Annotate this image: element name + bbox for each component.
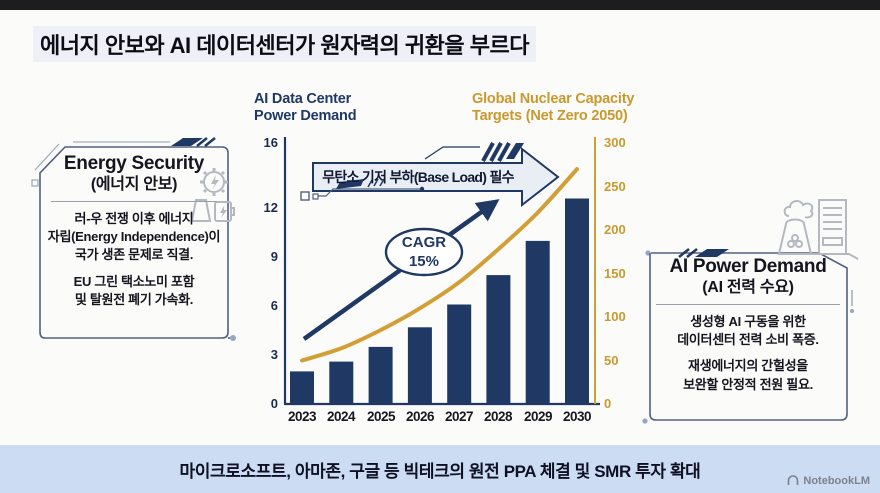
left-card-body-1: 러-우 전쟁 이후 에너지 자립(Energy Independence)이 국… (47, 211, 221, 263)
bar-2030 (565, 198, 589, 404)
bar-2024 (329, 361, 354, 404)
notebooklm-logo-icon (788, 475, 799, 485)
watermark: NotebookLM (787, 475, 870, 487)
x-label-2023: 2023 (287, 409, 317, 424)
x-label-2025: 2025 (366, 409, 396, 424)
left-card: Energy Security (에너지 안보) 러-우 전쟁 이후 에너지 자… (47, 153, 221, 309)
cagr-ellipse (384, 227, 464, 277)
right-tick-50: 50 (604, 353, 619, 368)
circuit-decoration-bottom (300, 178, 425, 201)
nuclear-plant-datacenter-icon (777, 199, 859, 260)
right-tick-200: 200 (604, 222, 626, 237)
bar-2023 (290, 371, 314, 404)
x-label-2028: 2028 (483, 409, 513, 424)
right-tick-0: 0 (604, 396, 612, 411)
x-label-2030: 2030 (562, 409, 592, 424)
right-axis-title: Global Nuclear Capacity Targets (Net Zer… (472, 91, 635, 125)
right-card-divider (656, 304, 840, 306)
right-card-body-2: 재생에너지의 간헐성을 보완할 안정적 전원 필요. (683, 358, 813, 392)
left-card-body-2: EU 그린 택소노미 포함 및 탈원전 폐기 가속화. (73, 273, 195, 307)
left-tick-0: 0 (270, 396, 278, 411)
left-tick-9: 9 (270, 249, 278, 264)
cagr-label: CAGR 15% (401, 234, 447, 270)
left-tick-6: 6 (270, 298, 278, 313)
circuit-decoration-top (424, 142, 524, 162)
right-tick-100: 100 (604, 309, 626, 324)
x-label-2029: 2029 (523, 409, 553, 424)
bar-2027 (447, 304, 472, 404)
right-tick-150: 150 (604, 266, 626, 281)
baseload-banner-arrow (312, 146, 560, 208)
right-card-body-1: 생성형 AI 구동을 위한 데이터센터 전력 소비 폭증. (677, 314, 819, 348)
left-axis-title: AI Data Center Power Demand (254, 91, 357, 125)
right-card-subheading: (AI 전력 수요) (702, 278, 794, 296)
footer-band: 마이크로소프트, 아마존, 구글 등 빅테크의 원전 PPA 체결 및 SMR … (0, 445, 880, 493)
footer-text: 마이크로소프트, 아마존, 구글 등 빅테크의 원전 PPA 체결 및 SMR … (179, 461, 701, 481)
right-card-heading: AI Power Demand (669, 256, 827, 277)
left-tick-12: 12 (263, 200, 278, 215)
watermark-label: NotebookLM (803, 475, 870, 487)
right-tick-300: 300 (604, 135, 626, 150)
bar-2028 (486, 275, 511, 404)
bar-2025 (368, 346, 393, 404)
left-card-heading: Energy Security (63, 153, 205, 174)
bar-series (290, 198, 589, 404)
left-tick-16: 16 (263, 135, 278, 150)
left-card-divider (51, 201, 217, 203)
top-black-bar (0, 0, 880, 10)
nuclear-capacity-line (300, 167, 579, 363)
bar-2029 (525, 240, 550, 404)
slide-title: 에너지 안보와 AI 데이터센터가 원자력의 귀환을 부르다 (33, 26, 536, 62)
right-card: AI Power Demand (AI 전력 수요) 생성형 AI 구동을 위한… (652, 256, 844, 394)
bar-2026 (407, 327, 432, 404)
cagr-trend-arrow (302, 199, 500, 341)
x-label-2026: 2026 (405, 409, 435, 424)
baseload-banner-label: 무탄소 기저 부하(Base Load) 필수 (322, 169, 514, 185)
left-tick-3: 3 (270, 347, 278, 362)
left-card-subheading: (에너지 안보) (90, 175, 178, 193)
right-tick-250: 250 (604, 179, 626, 194)
plot-canvas (283, 137, 600, 406)
x-label-2024: 2024 (326, 409, 356, 424)
x-label-2027: 2027 (444, 409, 474, 424)
combo-chart: AI Data Center Power Demand Global Nucle… (240, 85, 652, 437)
